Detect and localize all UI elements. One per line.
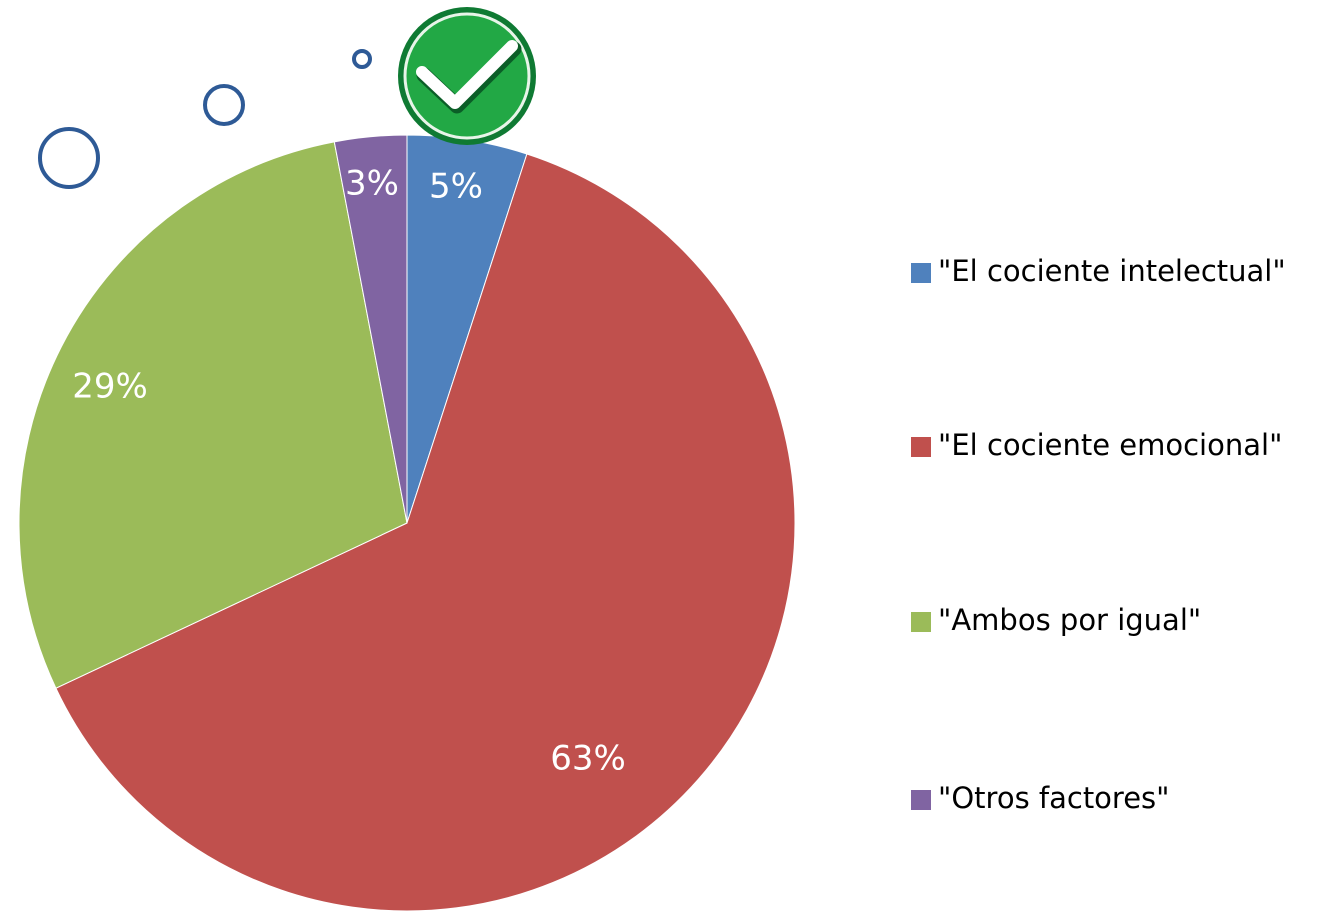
bubble: [352, 49, 372, 69]
data-label: 29%: [72, 367, 148, 407]
legend-label: "El cociente intelectual": [938, 254, 1286, 288]
bubble: [203, 84, 245, 126]
bubble: [38, 127, 100, 189]
legend-swatch: [911, 437, 931, 457]
legend-swatch: [911, 263, 931, 283]
legend-swatch: [911, 790, 931, 810]
slice: [333, 134, 408, 524]
decoration: [38, 49, 372, 189]
data-label: 5%: [429, 167, 483, 207]
slice: [18, 141, 408, 689]
check-badge: [398, 7, 536, 145]
slice: [55, 153, 796, 911]
legend-label: "El cociente emocional": [938, 428, 1282, 462]
legend-swatch: [911, 612, 931, 632]
data-label: 63%: [550, 739, 626, 779]
legend-label: "Ambos por igual": [938, 603, 1201, 637]
check: [416, 40, 518, 109]
data-label: 3%: [345, 164, 399, 204]
legend-label: "Otros factores": [938, 781, 1170, 815]
badge-inner: [403, 12, 531, 140]
